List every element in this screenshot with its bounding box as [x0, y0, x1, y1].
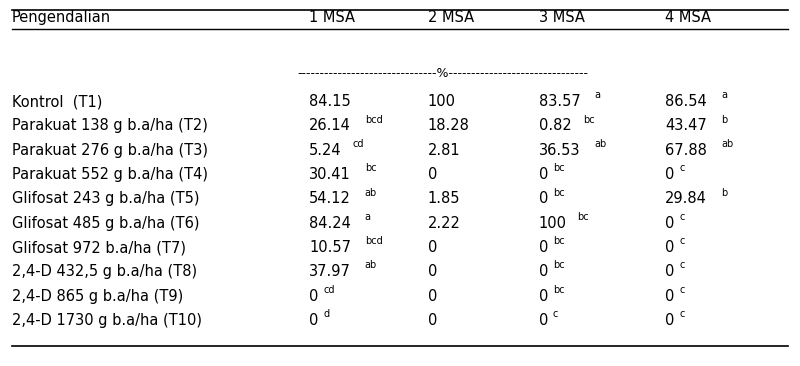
- Text: bc: bc: [365, 163, 376, 173]
- Text: ab: ab: [594, 139, 606, 149]
- Text: 0: 0: [666, 264, 674, 279]
- Text: 5.24: 5.24: [309, 143, 342, 158]
- Text: bc: bc: [553, 163, 565, 173]
- Text: a: a: [721, 90, 727, 100]
- Text: 67.88: 67.88: [666, 143, 707, 158]
- Text: 0: 0: [538, 167, 548, 182]
- Text: b: b: [721, 187, 727, 198]
- Text: 2,4-D 1730 g b.a/ha (T10): 2,4-D 1730 g b.a/ha (T10): [12, 313, 202, 328]
- Text: -------------------------------%-------------------------------: -------------------------------%--------…: [297, 67, 588, 81]
- Text: 2,4-D 432,5 g b.a/ha (T8): 2,4-D 432,5 g b.a/ha (T8): [12, 264, 198, 279]
- Text: 29.84: 29.84: [666, 191, 707, 206]
- Text: 2,4-D 865 g b.a/ha (T9): 2,4-D 865 g b.a/ha (T9): [12, 289, 183, 304]
- Text: 37.97: 37.97: [309, 264, 351, 279]
- Text: 10.57: 10.57: [309, 240, 351, 255]
- Text: 0: 0: [428, 167, 437, 182]
- Text: c: c: [679, 236, 685, 246]
- Text: 1 MSA: 1 MSA: [309, 10, 355, 25]
- Text: Pengendalian: Pengendalian: [12, 10, 111, 25]
- Text: 0: 0: [428, 240, 437, 255]
- Text: 43.47: 43.47: [666, 119, 707, 134]
- Text: 84.24: 84.24: [309, 216, 351, 231]
- Text: 84.15: 84.15: [309, 94, 350, 109]
- Text: 1.85: 1.85: [428, 191, 460, 206]
- Text: Parakuat 276 g b.a/ha (T3): Parakuat 276 g b.a/ha (T3): [12, 143, 208, 158]
- Text: 0: 0: [666, 240, 674, 255]
- Text: 0: 0: [538, 289, 548, 304]
- Text: Glifosat 972 b.a/ha (T7): Glifosat 972 b.a/ha (T7): [12, 240, 186, 255]
- Text: 30.41: 30.41: [309, 167, 350, 182]
- Text: 0: 0: [666, 167, 674, 182]
- Text: d: d: [323, 309, 330, 319]
- Text: ab: ab: [365, 187, 377, 198]
- Text: 0: 0: [428, 313, 437, 328]
- Text: a: a: [365, 212, 371, 222]
- Text: Parakuat 138 g b.a/ha (T2): Parakuat 138 g b.a/ha (T2): [12, 119, 208, 134]
- Text: Glifosat 485 g b.a/ha (T6): Glifosat 485 g b.a/ha (T6): [12, 216, 199, 231]
- Text: c: c: [679, 309, 685, 319]
- Text: c: c: [679, 212, 685, 222]
- Text: cd: cd: [353, 139, 365, 149]
- Text: 100: 100: [428, 94, 456, 109]
- Text: c: c: [679, 163, 685, 173]
- Text: 0: 0: [428, 289, 437, 304]
- Text: Glifosat 243 g b.a/ha (T5): Glifosat 243 g b.a/ha (T5): [12, 191, 199, 206]
- Text: 54.12: 54.12: [309, 191, 351, 206]
- Text: 83.57: 83.57: [538, 94, 580, 109]
- Text: 18.28: 18.28: [428, 119, 470, 134]
- Text: Parakuat 552 g b.a/ha (T4): Parakuat 552 g b.a/ha (T4): [12, 167, 208, 182]
- Text: 0: 0: [428, 264, 437, 279]
- Text: 86.54: 86.54: [666, 94, 707, 109]
- Text: bcd: bcd: [365, 236, 382, 246]
- Text: 2.22: 2.22: [428, 216, 461, 231]
- Text: 4 MSA: 4 MSA: [666, 10, 711, 25]
- Text: bc: bc: [553, 187, 565, 198]
- Text: 0: 0: [538, 191, 548, 206]
- Text: cd: cd: [323, 285, 335, 295]
- Text: b: b: [721, 115, 727, 124]
- Text: 0.82: 0.82: [538, 119, 571, 134]
- Text: 36.53: 36.53: [538, 143, 580, 158]
- Text: ab: ab: [365, 261, 377, 270]
- Text: 2.81: 2.81: [428, 143, 460, 158]
- Text: 0: 0: [666, 313, 674, 328]
- Text: 26.14: 26.14: [309, 119, 351, 134]
- Text: bc: bc: [553, 285, 565, 295]
- Text: bc: bc: [553, 236, 565, 246]
- Text: c: c: [679, 261, 685, 270]
- Text: 0: 0: [538, 240, 548, 255]
- Text: 0: 0: [666, 289, 674, 304]
- Text: 0: 0: [309, 289, 318, 304]
- Text: bc: bc: [553, 261, 565, 270]
- Text: ab: ab: [721, 139, 734, 149]
- Text: 2 MSA: 2 MSA: [428, 10, 474, 25]
- Text: 100: 100: [538, 216, 566, 231]
- Text: a: a: [594, 90, 600, 100]
- Text: Kontrol  (T1): Kontrol (T1): [12, 94, 102, 109]
- Text: bc: bc: [577, 212, 588, 222]
- Text: 0: 0: [666, 216, 674, 231]
- Text: bc: bc: [582, 115, 594, 124]
- Text: c: c: [679, 285, 685, 295]
- Text: c: c: [553, 309, 558, 319]
- Text: 0: 0: [538, 264, 548, 279]
- Text: 0: 0: [309, 313, 318, 328]
- Text: 0: 0: [538, 313, 548, 328]
- Text: 3 MSA: 3 MSA: [538, 10, 585, 25]
- Text: bcd: bcd: [365, 115, 382, 124]
